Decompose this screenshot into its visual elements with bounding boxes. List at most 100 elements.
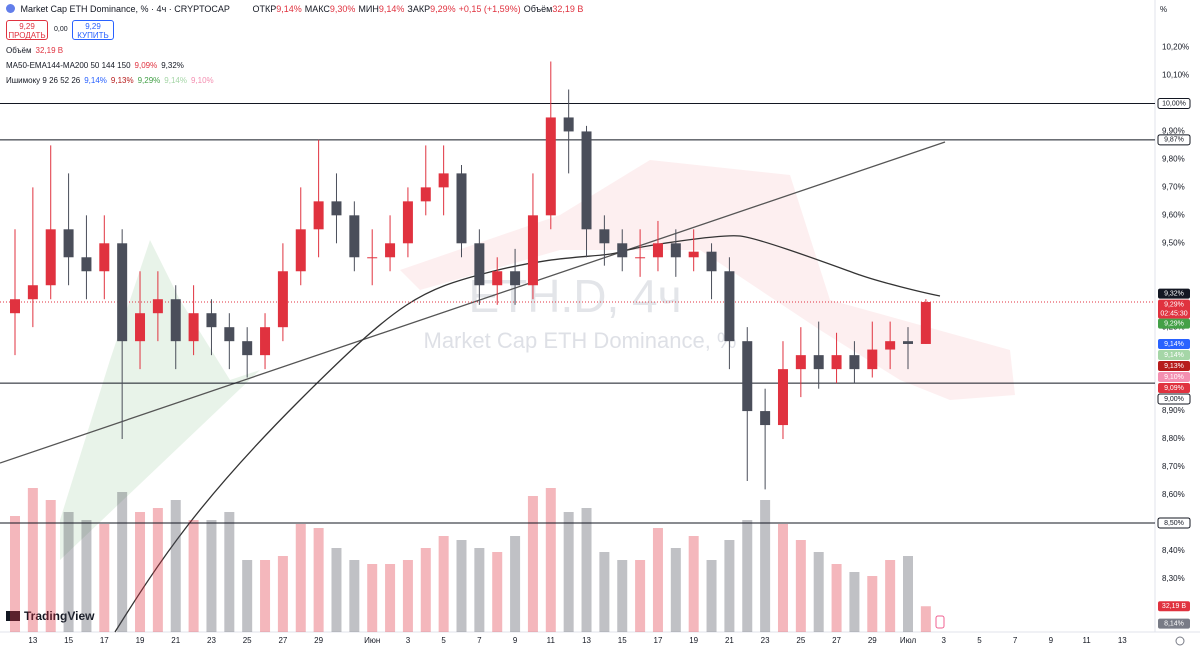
- volume-bar: [652, 528, 663, 632]
- x-tick-label: 27: [278, 636, 287, 645]
- candle-body: [313, 201, 324, 230]
- volume-bar: [45, 500, 56, 632]
- candle-body: [27, 285, 38, 300]
- ohlc-value: 9,14%: [378, 4, 405, 14]
- candle-body: [170, 299, 181, 342]
- volume-bar: [599, 552, 610, 632]
- x-tick-label: 27: [832, 636, 841, 645]
- x-tick-label: 23: [761, 636, 770, 645]
- candle-body: [277, 271, 288, 328]
- candle-body: [135, 313, 146, 342]
- volume-bar: [742, 520, 753, 632]
- x-tick-label: 29: [868, 636, 877, 645]
- volume-bar: [456, 540, 467, 632]
- candle-body: [10, 299, 20, 314]
- y-tick-label: 8,40%: [1162, 546, 1185, 555]
- indicator-legend[interactable]: Ишимоку 9 26 52 26 9,14% 9,13% 9,29% 9,14% 9,…: [6, 76, 218, 85]
- y-tick-label: 9,90%: [1162, 127, 1185, 136]
- y-tick-label: 10,10%: [1162, 71, 1189, 80]
- x-tick-label: 11: [547, 636, 556, 645]
- x-tick-label: 13: [28, 636, 37, 645]
- ohlc-label: МАКС: [304, 4, 330, 14]
- x-tick-label: 25: [796, 636, 805, 645]
- indicator-legend[interactable]: Объём 32,19 B: [6, 46, 67, 55]
- y-tick-label: 8,30%: [1162, 574, 1185, 583]
- ohlc-label: ЗАКР: [407, 4, 431, 14]
- ohlc-label: ОТКР: [252, 4, 277, 14]
- volume-bar: [885, 560, 896, 632]
- volume-bar: [63, 512, 74, 632]
- volume-bar: [420, 548, 431, 632]
- y-tick-label: 9,50%: [1162, 238, 1185, 247]
- x-tick-label: 9: [1049, 636, 1054, 645]
- price-box: [1158, 360, 1190, 371]
- volume-bar: [777, 524, 788, 632]
- price-box: [1158, 349, 1190, 360]
- volume-bar: [385, 564, 396, 632]
- volume-bar: [545, 488, 556, 632]
- volume-bar: [670, 548, 681, 632]
- volume-bar: [224, 512, 235, 632]
- candle-body: [831, 355, 842, 370]
- x-tick-label: 17: [100, 636, 109, 645]
- volume-bar: [331, 548, 342, 632]
- x-tick-label: 19: [689, 636, 698, 645]
- ma200-line: [114, 235, 941, 633]
- candle-body: [438, 173, 449, 188]
- candle-body: [760, 411, 771, 426]
- y-tick-label: 9,70%: [1162, 182, 1185, 191]
- y-tick-label: 10,20%: [1162, 43, 1189, 52]
- volume-bar: [277, 556, 288, 632]
- x-tick-label: 3: [406, 636, 411, 645]
- y-tick-label: 8,60%: [1162, 490, 1185, 499]
- x-tick-label: 7: [477, 636, 482, 645]
- spread: 0,00: [54, 26, 68, 33]
- sell-button[interactable]: 9,29 ПРОДАТЬ: [6, 20, 48, 40]
- candle-body: [527, 215, 538, 286]
- ohlc-label: МИН: [358, 4, 379, 14]
- candle-body: [349, 215, 360, 258]
- candle-body: [885, 341, 896, 350]
- candle-body: [260, 327, 271, 356]
- volume-bar: [867, 576, 878, 632]
- settings-icon[interactable]: [1175, 636, 1185, 646]
- x-tick-label: 21: [725, 636, 734, 645]
- x-tick-label: 7: [1013, 636, 1018, 645]
- x-tick-label: 17: [654, 636, 663, 645]
- price-box-label: 9,14%: [1164, 352, 1184, 359]
- watermark-ticker: ETH.D, 4ч: [468, 270, 681, 322]
- volume-bar: [510, 536, 521, 632]
- candle-body: [81, 257, 92, 272]
- logo: TradingView: [6, 609, 95, 623]
- ohlc-value: 9,29%: [430, 4, 456, 14]
- volume-bar: [831, 564, 842, 632]
- candle-body: [331, 201, 342, 216]
- candle-body: [474, 243, 485, 286]
- candle-body: [599, 229, 610, 244]
- candle-body: [63, 229, 74, 258]
- y-tick-label: 8,90%: [1162, 406, 1185, 415]
- indicator-value: 9,29%: [137, 76, 161, 85]
- event-icon[interactable]: [935, 615, 945, 629]
- candle-body: [920, 302, 931, 344]
- candle-body: [224, 327, 235, 342]
- y-tick-label: 9,60%: [1162, 210, 1185, 219]
- candle-body: [563, 117, 574, 132]
- indicator-legend[interactable]: MA50-EMA144-MA200 50 144 150 9,09% 9,32%: [6, 61, 188, 70]
- volume-label: Объём: [523, 4, 553, 14]
- ichimoku-cloud: [400, 160, 1015, 400]
- indicator-value: 9,14%: [164, 76, 187, 85]
- volume-bar: [617, 560, 628, 632]
- buy-button[interactable]: 9,29 КУПИТЬ: [72, 20, 114, 40]
- x-tick-label: 11: [1082, 636, 1091, 645]
- candle-body: [777, 369, 788, 426]
- x-tick-label: 29: [314, 636, 323, 645]
- candle-body: [903, 341, 913, 344]
- candle-body: [152, 299, 163, 314]
- volume-bar: [724, 540, 735, 632]
- indicator-value: 9,14%: [84, 76, 107, 85]
- candle-body: [724, 271, 735, 342]
- buy-price: 9,29: [85, 22, 101, 31]
- x-tick-label: 5: [441, 636, 446, 645]
- candle-body: [742, 341, 753, 412]
